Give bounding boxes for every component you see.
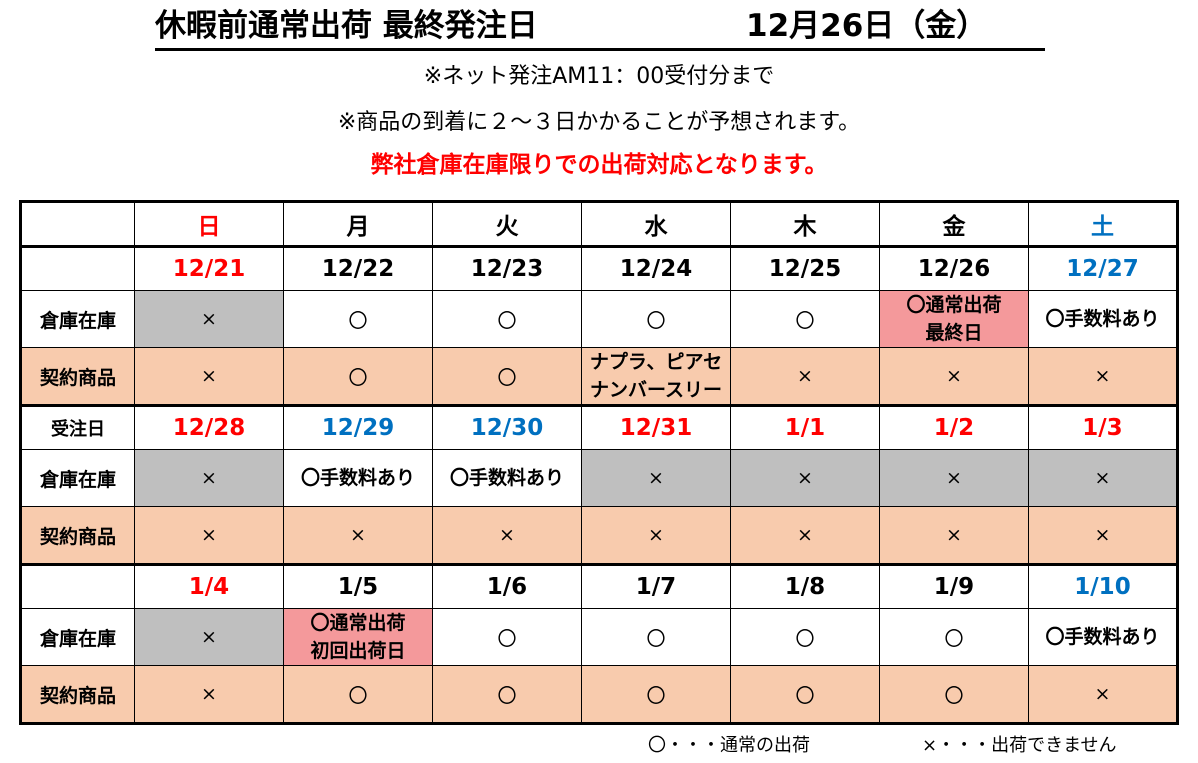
- status-cell: ×: [581, 449, 731, 507]
- status-cell: 〇手数料あり: [283, 449, 433, 507]
- date-row: 12/21 12/22 12/23 12/24 12/25 12/26 12/2…: [19, 245, 1179, 291]
- contract-product-row: 契約商品 × 〇 〇 ナプラ、ピアセ ナンバースリー × × ×: [19, 347, 1179, 406]
- status-cell: ×: [134, 665, 284, 725]
- status-cell: 〇: [432, 665, 582, 725]
- date-cell: 12/23: [432, 245, 582, 291]
- status-cell: ×: [283, 506, 433, 565]
- status-cell-first-shipping: 〇通常出荷 初回出荷日: [283, 608, 433, 666]
- status-cell: 〇手数料あり: [1028, 608, 1179, 666]
- date-cell: 1/7: [581, 563, 731, 609]
- date-cell: 12/31: [581, 404, 731, 450]
- status-cell: 〇手数料あり: [1028, 290, 1179, 348]
- status-cell: ×: [730, 449, 880, 507]
- row-label-empty: [19, 245, 135, 291]
- status-cell: 〇: [581, 290, 731, 348]
- date-cell: 12/28: [134, 404, 284, 450]
- row-label-stock: 倉庫在庫: [19, 290, 135, 348]
- status-cell: ×: [879, 449, 1029, 507]
- status-cell: 〇: [581, 665, 731, 725]
- date-cell: 1/2: [879, 404, 1029, 450]
- subtitle-order-cutoff: ※ネット発注AM11：00受付分まで: [423, 64, 775, 89]
- status-cell: ×: [432, 506, 582, 565]
- status-cell: ×: [879, 347, 1029, 406]
- title-date: 12月26日（金）: [746, 8, 988, 44]
- date-cell: 1/6: [432, 563, 582, 609]
- subtitle-arrival-note: ※商品の到着に２～３日かかることが予想されます。: [337, 110, 861, 135]
- status-cell: ×: [581, 506, 731, 565]
- date-row: 受注日 12/28 12/29 12/30 12/31 1/1 1/2 1/3: [19, 404, 1179, 450]
- row-label-stock: 倉庫在庫: [19, 608, 135, 666]
- status-cell: ×: [1028, 449, 1179, 507]
- status-cell: 〇: [432, 608, 582, 666]
- date-cell: 12/22: [283, 245, 433, 291]
- status-cell: ×: [134, 347, 284, 406]
- status-cell: ×: [1028, 506, 1179, 565]
- status-cell: ×: [134, 608, 284, 666]
- date-cell: 1/3: [1028, 404, 1179, 450]
- title-text: 休暇前通常出荷 最終発注日: [155, 8, 538, 44]
- status-cell: ×: [1028, 347, 1179, 406]
- page-title: 休暇前通常出荷 最終発注日 12月26日（金）: [155, 6, 1045, 51]
- date-cell: 12/27: [1028, 245, 1179, 291]
- weekday-thu: 木: [730, 200, 880, 247]
- weekday-header-row: 日 月 火 水 木 金 土: [19, 200, 1179, 247]
- date-cell: 1/4: [134, 563, 284, 609]
- status-cell: 〇: [879, 608, 1029, 666]
- status-cell: ×: [730, 506, 880, 565]
- weekday-tue: 火: [432, 200, 582, 247]
- date-cell: 12/29: [283, 404, 433, 450]
- status-cell: 〇: [581, 608, 731, 666]
- status-cell: 〇: [730, 665, 880, 725]
- date-cell: 12/24: [581, 245, 731, 291]
- date-cell: 1/9: [879, 563, 1029, 609]
- status-cell: 〇手数料あり: [432, 449, 582, 507]
- warehouse-stock-row: 倉庫在庫 × 〇手数料あり 〇手数料あり × × × ×: [19, 449, 1179, 507]
- status-cell: 〇: [283, 290, 433, 348]
- date-cell: 1/1: [730, 404, 880, 450]
- status-cell: 〇: [730, 290, 880, 348]
- date-cell: 12/25: [730, 245, 880, 291]
- status-cell: ×: [1028, 665, 1179, 725]
- status-cell-brand-note: ナプラ、ピアセ ナンバースリー: [581, 347, 731, 406]
- warehouse-stock-row: 倉庫在庫 × 〇 〇 〇 〇 〇通常出荷 最終日 〇手数料あり: [19, 290, 1179, 348]
- row-label-contract: 契約商品: [19, 347, 135, 406]
- weekday-mon: 月: [283, 200, 433, 247]
- legend-cross: ×・・・出荷できません: [922, 735, 1117, 756]
- status-cell: 〇: [432, 290, 582, 348]
- row-label-stock: 倉庫在庫: [19, 449, 135, 507]
- status-cell: ×: [134, 506, 284, 565]
- weekday-fri: 金: [879, 200, 1029, 247]
- date-cell: 1/8: [730, 563, 880, 609]
- date-cell: 1/5: [283, 563, 433, 609]
- status-cell: ×: [134, 449, 284, 507]
- row-label-contract: 契約商品: [19, 665, 135, 725]
- status-cell: 〇: [879, 665, 1029, 725]
- contract-product-row: 契約商品 × 〇 〇 〇 〇 〇 ×: [19, 665, 1179, 725]
- status-cell: 〇: [432, 347, 582, 406]
- date-cell: 12/30: [432, 404, 582, 450]
- status-cell: 〇: [730, 608, 880, 666]
- weekday-sat: 土: [1028, 200, 1179, 247]
- date-cell: 12/26: [879, 245, 1029, 291]
- date-row: 1/4 1/5 1/6 1/7 1/8 1/9 1/10: [19, 563, 1179, 609]
- row-label-contract: 契約商品: [19, 506, 135, 565]
- row-label-order-day: 受注日: [19, 404, 135, 450]
- status-cell: ×: [730, 347, 880, 406]
- status-cell-last-shipping: 〇通常出荷 最終日: [879, 290, 1029, 348]
- warehouse-stock-row: 倉庫在庫 × 〇通常出荷 初回出荷日 〇 〇 〇 〇 〇手数料あり: [19, 608, 1179, 666]
- header-corner: [19, 200, 135, 247]
- status-cell: ×: [134, 290, 284, 348]
- weekday-wed: 水: [581, 200, 731, 247]
- shipping-calendar: 日 月 火 水 木 金 土 12/21 12/22 12/23 12/24 12…: [19, 200, 1179, 725]
- status-cell: ×: [879, 506, 1029, 565]
- legend-circle: 〇・・・通常の出荷: [648, 735, 810, 756]
- weekday-sun: 日: [134, 200, 284, 247]
- status-cell: 〇: [283, 665, 433, 725]
- contract-product-row: 契約商品 × × × × × × ×: [19, 506, 1179, 565]
- status-cell: 〇: [283, 347, 433, 406]
- date-cell: 1/10: [1028, 563, 1179, 609]
- warehouse-notice: 弊社倉庫在庫限りでの出荷対応となります。: [370, 152, 828, 178]
- row-label-empty: [19, 563, 135, 609]
- date-cell: 12/21: [134, 245, 284, 291]
